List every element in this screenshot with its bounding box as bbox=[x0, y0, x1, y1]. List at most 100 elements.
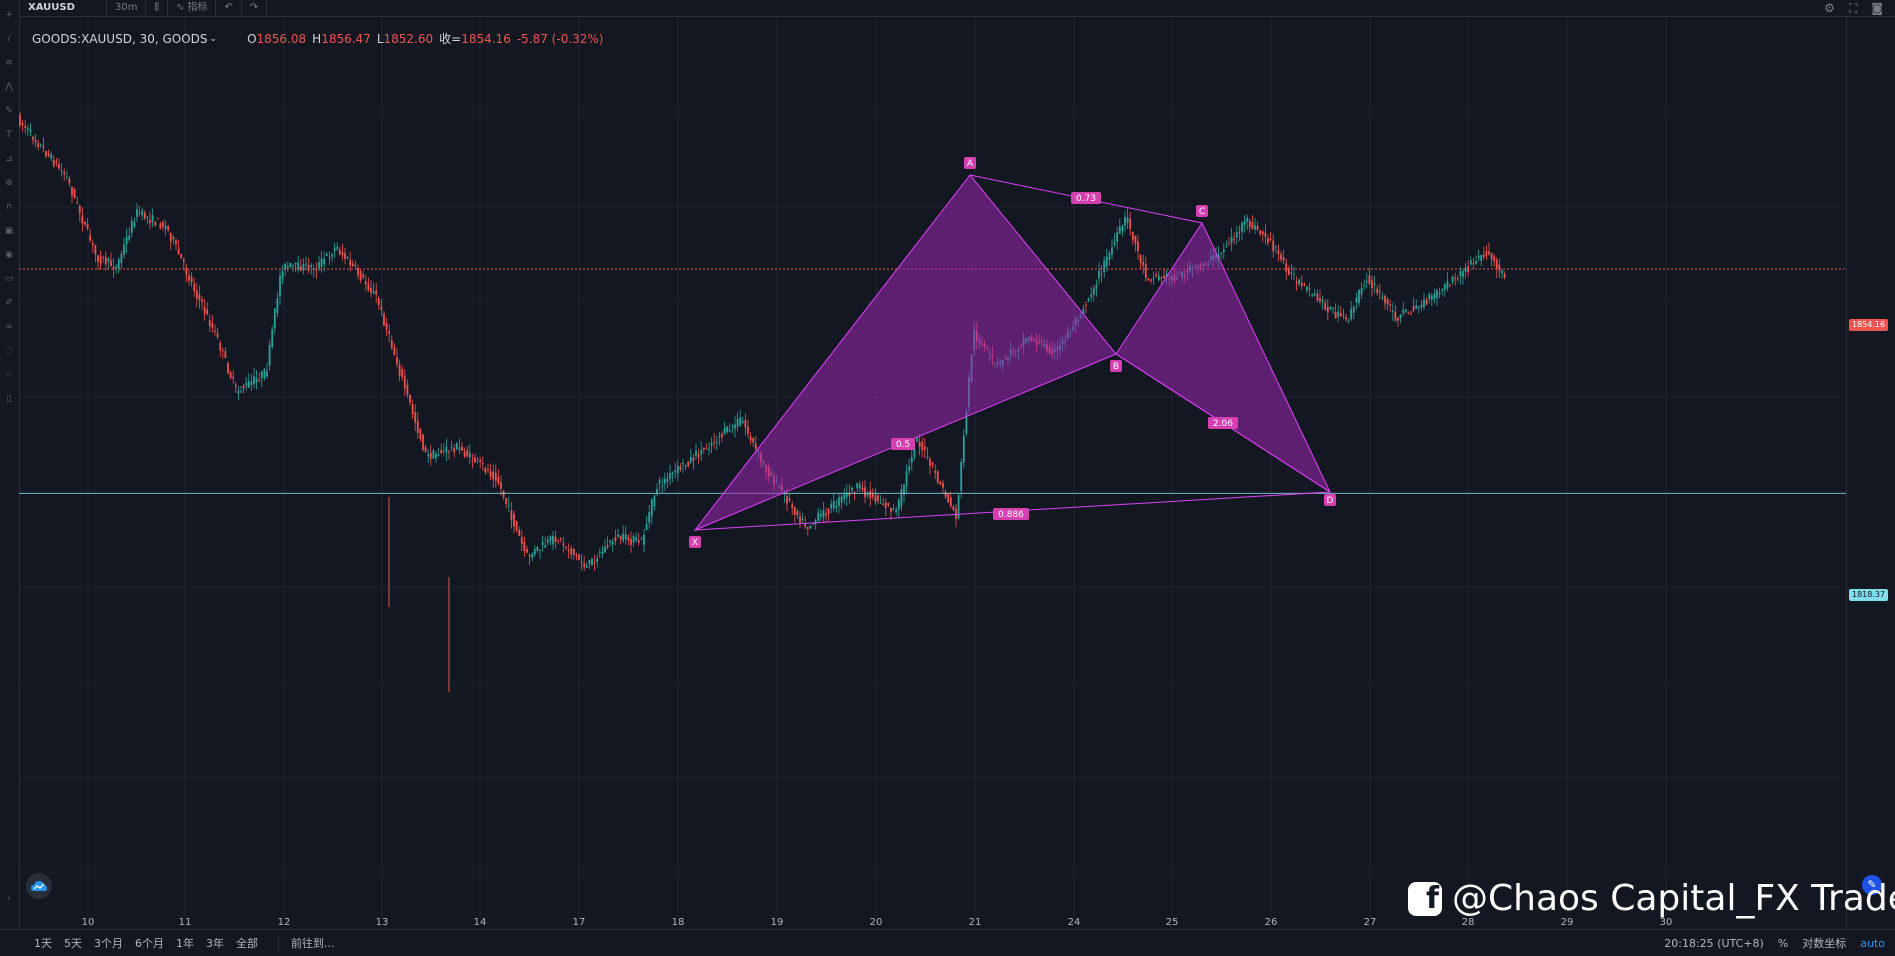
candle-body bbox=[541, 542, 544, 546]
candle-body bbox=[297, 262, 300, 270]
candle-body bbox=[544, 545, 547, 548]
brush-icon[interactable]: ✎ bbox=[5, 106, 13, 116]
candle-body bbox=[86, 223, 89, 229]
range-button[interactable]: 6个月 bbox=[135, 937, 164, 950]
stay-drawing-icon[interactable]: ✐ bbox=[5, 298, 13, 308]
pattern-icon[interactable]: ⋀ bbox=[5, 82, 13, 92]
redo-button[interactable]: ↷ bbox=[242, 0, 268, 16]
candle-body bbox=[1378, 290, 1381, 292]
magnet-icon[interactable]: ∩ bbox=[5, 202, 13, 212]
settings-icon[interactable]: ⚙ bbox=[1824, 0, 1835, 15]
ruler-icon[interactable]: ⊿ bbox=[5, 154, 13, 164]
candle-body bbox=[666, 478, 669, 482]
candle-body bbox=[188, 275, 190, 281]
hide-icon[interactable]: ◌ bbox=[5, 346, 13, 356]
candle-body bbox=[1498, 264, 1501, 271]
candle-body bbox=[1488, 251, 1490, 255]
candle-body bbox=[138, 212, 141, 214]
candle-body bbox=[78, 205, 81, 214]
range-button[interactable]: 5天 bbox=[64, 937, 82, 950]
xabcd-pattern[interactable]: X A B C D 0.5 0.73 2.06 0.886 bbox=[689, 157, 1336, 548]
range-button[interactable]: 1年 bbox=[176, 937, 194, 950]
range-button[interactable]: 3年 bbox=[206, 937, 224, 950]
candle-body bbox=[60, 170, 63, 172]
symbol-search[interactable]: XAUUSD bbox=[0, 0, 107, 16]
camera-icon[interactable]: ◙ bbox=[1871, 0, 1883, 15]
candle-body bbox=[201, 299, 203, 302]
fib-icon[interactable]: ≡ bbox=[5, 58, 13, 68]
candle-body bbox=[406, 384, 409, 395]
price-scale[interactable]: 1854.16 1818.37 bbox=[1846, 17, 1895, 929]
pattern-point-x: X bbox=[692, 538, 698, 548]
edit-icon[interactable]: ✎ bbox=[1862, 875, 1882, 895]
candle-body bbox=[71, 187, 73, 196]
candle-body bbox=[50, 154, 53, 159]
undo-button[interactable]: ↶ bbox=[216, 0, 242, 16]
candle-body bbox=[130, 221, 133, 233]
candle-body bbox=[1347, 320, 1350, 323]
collapse-icon[interactable]: ‹ bbox=[7, 894, 11, 904]
clock[interactable]: 20:18:25 (UTC+8) bbox=[1664, 936, 1764, 950]
candle-body bbox=[786, 496, 788, 504]
range-button[interactable]: 1天 bbox=[34, 937, 52, 950]
chart-type-button[interactable]: ⫼ bbox=[146, 0, 169, 16]
candle-body bbox=[518, 529, 521, 536]
candle-body bbox=[1456, 278, 1459, 280]
cursor-icon[interactable]: + bbox=[5, 10, 13, 20]
candle-body bbox=[830, 504, 833, 509]
range-button[interactable]: 全部 bbox=[236, 937, 258, 950]
indicators-icon: ∿ bbox=[176, 2, 185, 13]
ratio-label-bd-bg bbox=[1208, 417, 1238, 429]
chart-pane[interactable]: X A B C D 0.5 0.73 2.06 0.886 10 11 12 13 14 17 18 19 20… bbox=[19, 17, 1846, 929]
percent-toggle[interactable]: % bbox=[1777, 936, 1789, 950]
candle-body bbox=[736, 418, 739, 427]
candle-body bbox=[533, 549, 536, 555]
candle-body bbox=[362, 274, 365, 278]
candle-body bbox=[1129, 218, 1132, 229]
candle-body bbox=[227, 363, 229, 373]
candle-body bbox=[1311, 294, 1314, 297]
candle-body bbox=[180, 253, 183, 259]
zoom-icon[interactable]: ⊕ bbox=[5, 178, 13, 188]
trendline-icon[interactable]: / bbox=[7, 34, 11, 44]
candle-body bbox=[572, 548, 575, 555]
trash-icon[interactable]: ▭ bbox=[4, 274, 14, 284]
candle-body bbox=[611, 541, 614, 545]
candle-body bbox=[1272, 240, 1275, 252]
fullscreen-icon[interactable]: ⛶ bbox=[1848, 0, 1858, 15]
candle-body bbox=[840, 496, 843, 503]
high-label: H bbox=[312, 31, 322, 46]
log-toggle[interactable]: 对数坐标 bbox=[1802, 937, 1847, 950]
candle-body bbox=[388, 330, 391, 334]
tradingview-logo[interactable] bbox=[26, 873, 52, 899]
pattern-point-d-bg bbox=[1324, 494, 1336, 506]
text-icon[interactable]: T bbox=[6, 130, 12, 140]
auto-toggle[interactable]: auto bbox=[1860, 936, 1885, 950]
eye-icon[interactable]: ◉ bbox=[5, 250, 13, 260]
candle-body bbox=[247, 381, 250, 388]
range-button[interactable]: 3个月 bbox=[94, 937, 123, 950]
chevron-down-icon[interactable]: ⌄ bbox=[209, 33, 218, 44]
ratio-label-xd-bg bbox=[993, 508, 1029, 520]
candle-body bbox=[549, 536, 552, 541]
tools-icon[interactable]: ▯ bbox=[6, 394, 12, 404]
interval-button[interactable]: 30m bbox=[107, 0, 147, 16]
ratio-label-xd: 0.886 bbox=[998, 510, 1024, 520]
indicators-button[interactable]: ∿ 指标 bbox=[168, 0, 217, 16]
link-icon[interactable]: ∞ bbox=[5, 322, 13, 332]
favorites-icon[interactable]: ☆ bbox=[4, 370, 14, 380]
goto-button[interactable]: 前往到... bbox=[278, 935, 335, 951]
legend-symbol[interactable]: GOODS:XAUUSD, 30, GOODS bbox=[32, 31, 208, 46]
candle-body bbox=[697, 454, 700, 458]
candle-body bbox=[1267, 237, 1269, 243]
candle-body bbox=[562, 543, 565, 546]
watermark: f @Chaos Capital_FX Trader bbox=[1408, 878, 1895, 919]
candle-body bbox=[136, 208, 138, 218]
candle-body bbox=[99, 255, 102, 264]
candle-body bbox=[788, 498, 791, 501]
candle-body bbox=[331, 254, 333, 257]
lock-icon[interactable]: ▣ bbox=[4, 226, 14, 236]
candle-body bbox=[879, 503, 882, 505]
candle-body bbox=[565, 546, 567, 548]
candle-body bbox=[1495, 259, 1498, 270]
